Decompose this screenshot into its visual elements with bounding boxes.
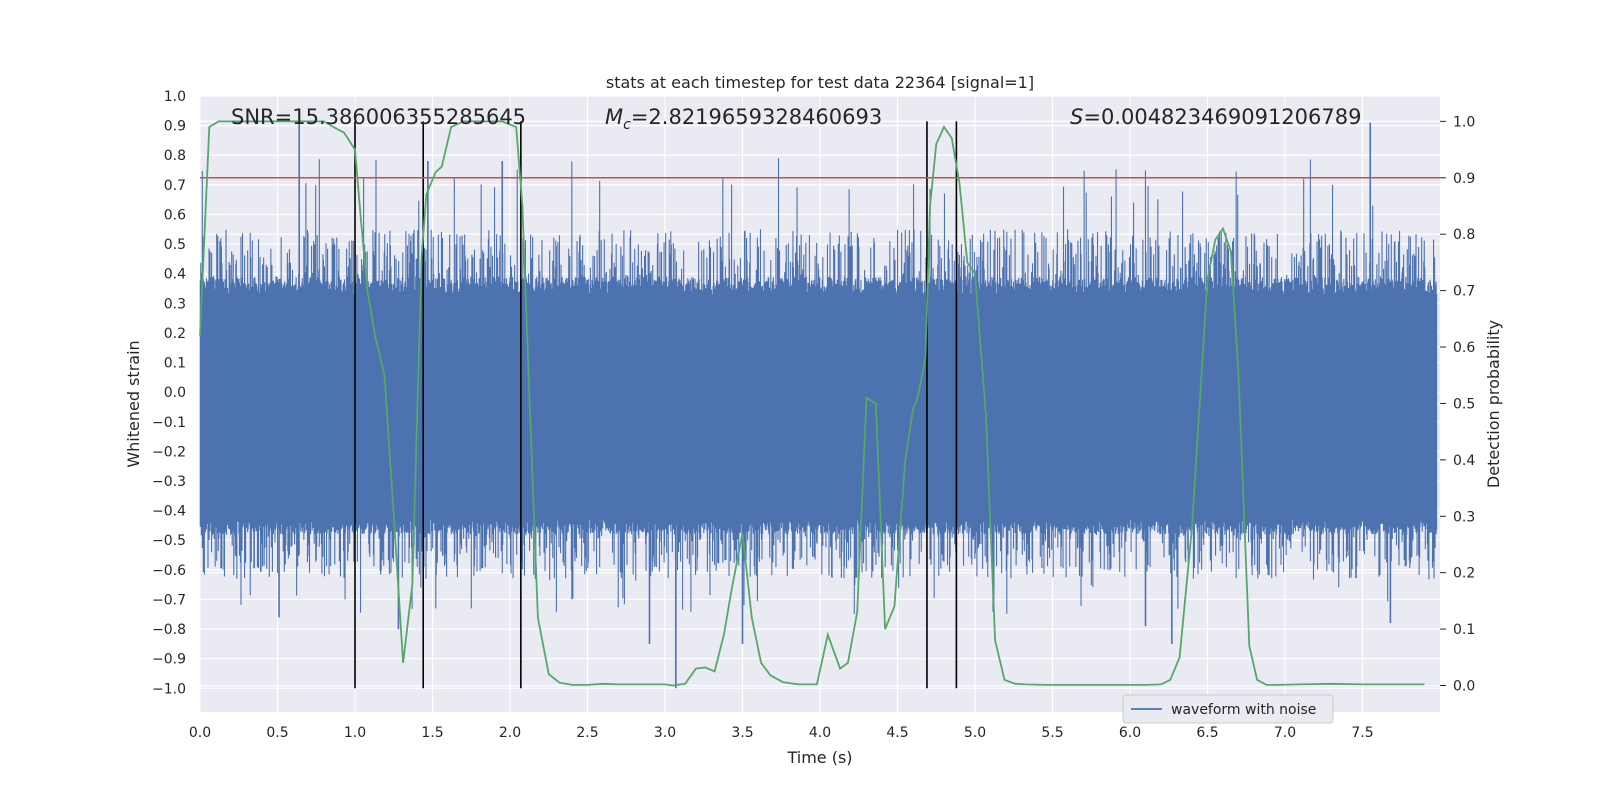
x-tick-label: 2.5 [576,725,598,741]
left-y-tick-labels: 1.0 0.9 0.8 0.7 0.6 0.5 0.4 0.3 0.2 0.1 0.0 −0.1 −0.… [152,89,186,697]
right-y-tick-label: 1.0 [1453,114,1475,130]
left-y-tick-label: −0.3 [152,474,186,490]
x-tick-label: 4.5 [886,725,908,741]
left-y-tick-label: 0.9 [164,119,186,135]
left-y-tick-label: 0.5 [164,237,186,253]
left-y-tick-label: 0.6 [164,207,186,223]
right-y-tick-label: 0.7 [1453,284,1475,300]
x-tick-label: 6.0 [1119,725,1141,741]
left-y-tick-label: −0.8 [152,622,186,638]
legend-label: waveform with noise [1171,702,1316,718]
detection-probability-line [199,120,1425,687]
right-y-tick-label: 0.5 [1453,396,1475,412]
x-tick-label: 1.0 [344,725,366,741]
right-y-tick-labels: 1.0 0.9 0.8 0.7 0.6 0.5 0.4 0.3 0.2 0.1 0.0 [1453,114,1475,694]
x-tick-label: 7.0 [1274,725,1296,741]
left-y-tick-label: −0.6 [152,563,186,579]
left-y-tick-label: 0.2 [164,326,186,342]
right-y-tick-label: 0.0 [1453,678,1475,694]
s-annotation: S=0.004823469091206789 [1070,105,1361,129]
x-tick-label: 6.5 [1196,725,1218,741]
left-y-tick-label: −0.5 [152,533,186,549]
x-tick-label: 0.5 [266,725,288,741]
mc-symbol: M [605,105,623,129]
left-y-tick-label: 0.0 [164,385,186,401]
right-y-axis-label: Detection probability [1484,320,1503,488]
left-y-tick-label: −0.1 [152,415,186,431]
left-y-tick-label: 0.4 [164,267,186,283]
x-tick-label: 4.0 [809,725,831,741]
left-y-tick-label: 0.8 [164,148,186,164]
x-axis-label: Time (s) [786,748,852,767]
left-y-tick-label: 0.1 [164,356,186,372]
waveform-noise-body [199,158,1438,614]
mc-value: =2.8219659328460693 [631,105,882,129]
x-tick-label: 0.0 [189,725,211,741]
s-value: =0.004823469091206789 [1083,105,1361,129]
x-tick-label: 3.5 [731,725,753,741]
left-y-tick-label: −0.7 [152,592,186,608]
legend: waveform with noise [1122,694,1334,724]
snr-annotation: SNR=15.386006355285645 [231,105,526,129]
mc-subscript: c [623,117,631,133]
left-y-tick-label: −0.4 [152,504,186,520]
x-tick-labels: 0.0 0.5 1.0 1.5 2.0 2.5 3.0 3.5 4.0 4.5 5.0 5.5 6.0 6… [189,725,1374,741]
left-y-tick-label: −1.0 [152,681,186,697]
right-y-tick-label: 0.9 [1453,171,1475,187]
x-tick-label: 5.0 [964,725,986,741]
x-tick-label: 1.5 [421,725,443,741]
x-tick-label: 5.5 [1041,725,1063,741]
right-y-tick-label: 0.3 [1453,509,1475,525]
legend-box [1122,694,1334,724]
x-tick-label: 2.0 [499,725,521,741]
vertical-markers [354,121,958,689]
right-y-tick-label: 0.1 [1453,622,1475,638]
left-y-tick-label: −0.9 [152,652,186,668]
right-y-tick-label: 0.6 [1453,340,1475,356]
left-y-tick-label: 1.0 [164,89,186,105]
chart-title: stats at each timestep for test data 223… [606,73,1034,92]
left-y-axis-label: Whitened strain [124,340,143,467]
chirp-mass-annotation: Mc=2.8219659328460693 [605,105,882,133]
x-tick-label: 3.0 [654,725,676,741]
right-y-tick-label: 0.2 [1453,566,1475,582]
right-y-tick-label: 0.8 [1453,227,1475,243]
left-y-tick-label: 0.7 [164,178,186,194]
right-y-tick-label: 0.4 [1453,453,1475,469]
left-y-tick-label: −0.2 [152,444,186,460]
left-y-tick-label: 0.3 [164,296,186,312]
s-symbol: S [1070,105,1083,129]
x-tick-label: 7.5 [1351,725,1373,741]
